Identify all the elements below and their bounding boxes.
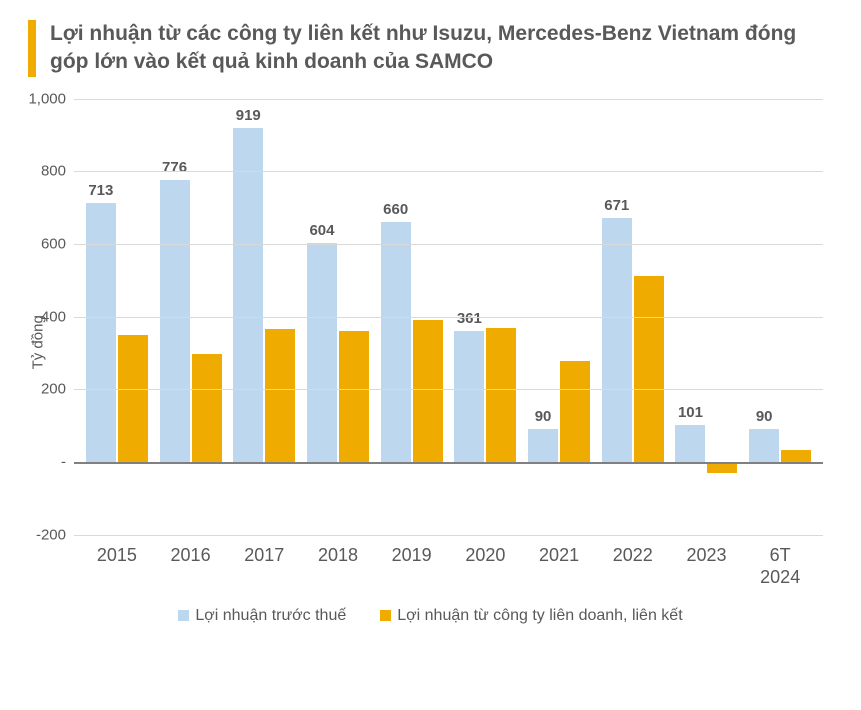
grid-line bbox=[74, 389, 823, 390]
bar-series-a: 671 bbox=[602, 218, 632, 462]
bar-series-b bbox=[265, 329, 295, 462]
bar-value-label: 90 bbox=[749, 408, 779, 429]
bar-series-b bbox=[118, 335, 148, 462]
chart-title: Lợi nhuận từ các công ty liên kết như Is… bbox=[50, 20, 833, 77]
x-axis: 2015201620172018201920202021202220236T20… bbox=[74, 535, 823, 589]
ytick-label: -200 bbox=[36, 526, 66, 543]
bar-value-label: 101 bbox=[675, 404, 705, 425]
bar-value-label: 604 bbox=[307, 222, 337, 243]
grid-line bbox=[74, 317, 823, 318]
bar-series-a: 919 bbox=[233, 128, 263, 462]
ytick-label: - bbox=[61, 454, 66, 471]
bar-series-a: 713 bbox=[86, 203, 116, 462]
ytick-label: 800 bbox=[41, 163, 66, 180]
ytick-label: 1,000 bbox=[28, 90, 66, 107]
bar-series-a: 361 bbox=[454, 331, 484, 462]
xtick-label: 2018 bbox=[301, 544, 375, 589]
legend-swatch bbox=[380, 610, 391, 621]
xtick-label: 2020 bbox=[449, 544, 523, 589]
bar-series-b bbox=[560, 361, 590, 462]
grid-line bbox=[74, 171, 823, 172]
title-accent-bar bbox=[28, 20, 36, 77]
ytick-label: 600 bbox=[41, 236, 66, 253]
grid-line bbox=[74, 244, 823, 245]
legend-label: Lợi nhuận từ công ty liên doanh, liên kế… bbox=[397, 607, 682, 625]
bar-series-b bbox=[634, 276, 664, 462]
bar-series-a: 101 bbox=[675, 425, 705, 462]
bar-series-b bbox=[486, 328, 516, 462]
bar-value-label: 776 bbox=[160, 159, 190, 180]
legend-item: Lợi nhuận trước thuế bbox=[178, 607, 346, 625]
bar-value-label: 671 bbox=[602, 197, 632, 218]
bar-value-label: 713 bbox=[86, 182, 116, 203]
bar-value-label: 660 bbox=[381, 201, 411, 222]
bar-value-label: 361 bbox=[454, 310, 484, 331]
xtick-label: 2021 bbox=[522, 544, 596, 589]
bar-series-a: 90 bbox=[749, 429, 779, 462]
chart-title-wrap: Lợi nhuận từ các công ty liên kết như Is… bbox=[28, 20, 833, 77]
ytick-label: 400 bbox=[41, 308, 66, 325]
ytick-label: 200 bbox=[41, 381, 66, 398]
grid-line bbox=[74, 535, 823, 536]
grid-line bbox=[74, 99, 823, 100]
bar-series-a: 776 bbox=[160, 180, 190, 462]
legend-item: Lợi nhuận từ công ty liên doanh, liên kế… bbox=[380, 607, 682, 625]
xtick-label: 2019 bbox=[375, 544, 449, 589]
bar-value-label: 919 bbox=[233, 107, 263, 128]
plot-region: 7137769196046603619067110190 -200 - 200 … bbox=[74, 99, 823, 535]
bar-series-b bbox=[192, 354, 222, 462]
xtick-label: 2023 bbox=[670, 544, 744, 589]
xtick-label: 2022 bbox=[596, 544, 670, 589]
bar-series-a: 604 bbox=[307, 243, 337, 462]
xtick-label: 2015 bbox=[80, 544, 154, 589]
bar-series-b bbox=[413, 320, 443, 462]
xtick-label: 2017 bbox=[227, 544, 301, 589]
xtick-label: 2016 bbox=[154, 544, 228, 589]
chart-area: Tỷ đồng 7137769196046603619067110190 -20… bbox=[74, 99, 823, 589]
bar-value-label: 90 bbox=[528, 408, 558, 429]
legend: Lợi nhuận trước thuế Lợi nhuận từ công ty… bbox=[28, 607, 833, 625]
bar-series-a: 660 bbox=[381, 222, 411, 462]
bar-series-a: 90 bbox=[528, 429, 558, 462]
bar-series-b bbox=[339, 331, 369, 462]
legend-label: Lợi nhuận trước thuế bbox=[195, 607, 346, 625]
bar-series-b bbox=[781, 450, 811, 462]
legend-swatch bbox=[178, 610, 189, 621]
zero-line bbox=[74, 462, 823, 464]
xtick-label: 6T2024 bbox=[743, 544, 817, 589]
